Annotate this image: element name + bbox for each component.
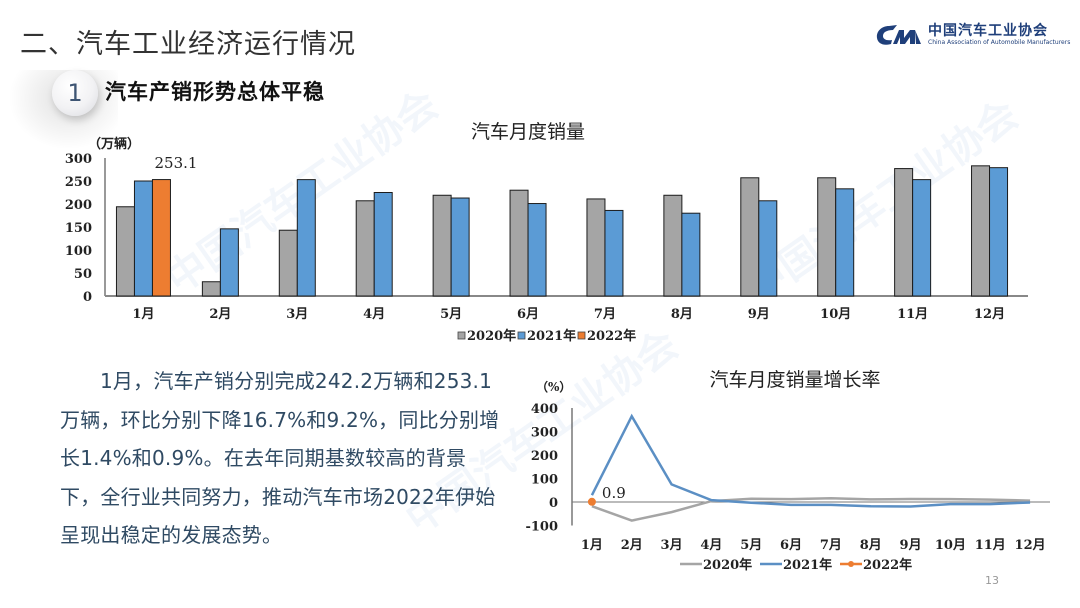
y-tick-label: 100 [531, 473, 558, 488]
summary-text: 1月，汽车产销分别完成242.2万辆和253.1万辆，环比分别下降16.7%和9… [60, 369, 500, 547]
y-tick-label: 300 [531, 426, 558, 441]
bar-2021年 [450, 197, 470, 297]
line-chart-y-unit: （%） [536, 379, 571, 394]
bar-2020年 [509, 189, 529, 297]
x-tick-label: 7月 [820, 538, 842, 553]
logo-name-en: China Association of Automobile Manufact… [928, 39, 1071, 46]
bar-2020年 [432, 194, 452, 297]
line-2020年 [591, 496, 1031, 522]
y-tick-label: 250 [65, 175, 92, 190]
bar-2020年 [817, 177, 837, 297]
x-tick-label: 5月 [440, 307, 462, 322]
bar-2021年 [219, 228, 239, 297]
page-number: 13 [985, 574, 999, 587]
line-2021年 [590, 413, 1031, 508]
legend-label: 2022年 [863, 557, 912, 573]
y-tick-label: 300 [65, 152, 92, 167]
summary-paragraph: 1月，汽车产销分别完成242.2万辆和253.1万辆，环比分别下降16.7%和9… [60, 362, 500, 555]
section-title: 二、汽车工业经济运行情况 [20, 29, 356, 60]
point-2022年 [587, 497, 596, 506]
y-tick-label: 200 [65, 198, 92, 213]
bar-2020年 [663, 194, 683, 297]
x-tick-label: 4月 [700, 538, 722, 553]
y-tick-label: -100 [525, 520, 558, 535]
x-tick-label: 8月 [671, 307, 693, 322]
line-annotation-0-9: 0.9 [602, 484, 626, 502]
x-tick-label: 3月 [661, 538, 683, 553]
y-tick-label: 0 [83, 290, 92, 305]
bar-2021年 [912, 179, 932, 297]
x-tick-label: 9月 [748, 307, 770, 322]
legend-swatch [517, 331, 526, 340]
bar-2022年 [151, 179, 171, 297]
y-tick-label: 200 [531, 449, 558, 464]
legend-label: 2020年 [703, 557, 752, 573]
x-tick-label: 4月 [363, 307, 385, 322]
bar-2021年 [296, 179, 316, 297]
x-tick-label: 1月 [132, 307, 154, 322]
x-tick-label: 9月 [900, 538, 922, 553]
bar-2020年 [971, 165, 991, 297]
bar-annotation-253-1: 253.1 [155, 154, 198, 172]
legend-label: 2020年 [467, 328, 516, 344]
bar-chart-title: 汽车月度销量 [471, 121, 585, 143]
x-tick-label: 7月 [594, 307, 616, 322]
bar-2021年 [835, 188, 855, 297]
monthly-sales-bar-chart: 汽车月度销量 （万辆） 0 50 100 150 200 250 300 1月 2月 3月 4月 5月 6月… [65, 121, 1028, 344]
bar-2021年 [758, 200, 778, 297]
x-tick-label: 3月 [286, 307, 308, 322]
legend-marker [848, 561, 854, 567]
x-tick-label: 2月 [621, 538, 643, 553]
x-tick-label: 12月 [1015, 538, 1046, 553]
bar-2020年 [115, 206, 135, 297]
bar-2021年 [681, 212, 701, 297]
x-tick-label: 5月 [740, 538, 762, 553]
legend-label: 2022年 [587, 328, 636, 344]
x-tick-label: 12月 [974, 307, 1005, 322]
bar-2020年 [278, 229, 298, 297]
x-tick-label: 11月 [897, 307, 928, 322]
x-tick-label: 10月 [935, 538, 966, 553]
y-tick-label: 400 [531, 402, 558, 417]
bar-2021年 [989, 167, 1009, 297]
x-tick-label: 10月 [820, 307, 851, 322]
x-tick-label: 2月 [209, 307, 231, 322]
bar-2020年 [201, 281, 221, 297]
bar-2020年 [586, 198, 606, 297]
bar-2021年 [373, 192, 393, 297]
caam-logo-icon [876, 25, 921, 45]
y-tick-label: 100 [65, 244, 92, 259]
x-tick-label: 8月 [860, 538, 882, 553]
bar-2021年 [133, 180, 153, 297]
bar-chart-y-unit: （万辆） [88, 136, 140, 152]
section-number-badge: 1 [52, 70, 98, 116]
caam-logo: 中国汽车工业协会 China Association of Automobile… [875, 18, 1070, 52]
legend-label: 2021年 [527, 328, 576, 344]
logo-name-cn: 中国汽车工业协会 [928, 23, 1048, 39]
sales-growth-line-chart: 汽车月度销量增长率 （%） -100 0 100 200 300 400 1月 2月 3月 4月 5月 6… [525, 369, 1050, 573]
y-tick-label: 0 [549, 496, 558, 511]
bar-2020年 [740, 177, 760, 297]
x-tick-label: 6月 [517, 307, 539, 322]
y-tick-label: 150 [65, 221, 92, 236]
bar-2021年 [527, 203, 547, 297]
x-tick-label: 1月 [581, 538, 603, 553]
y-tick-label: 50 [74, 267, 92, 282]
x-tick-label: 6月 [780, 538, 802, 553]
legend-label: 2021年 [783, 557, 832, 573]
legend-swatch [457, 331, 466, 340]
bar-2021年 [604, 209, 624, 297]
legend-swatch [577, 331, 586, 340]
subsection-title: 汽车产销形势总体平稳 [105, 80, 325, 104]
line-chart-title: 汽车月度销量增长率 [709, 369, 880, 391]
bar-2020年 [894, 168, 914, 297]
bar-2020年 [355, 200, 375, 297]
x-tick-label: 11月 [975, 538, 1006, 553]
